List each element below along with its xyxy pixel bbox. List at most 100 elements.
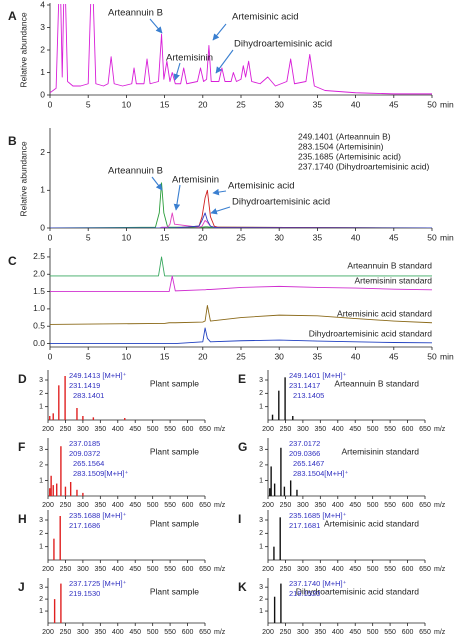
x-tick-label: 10 [122, 351, 132, 361]
x-tick-label: 550 [384, 629, 396, 636]
annotation: Artemisinic acid [232, 12, 299, 23]
panel: K 1 2 3 200 250 300 350 400 450 500 550 600 650 m/z Dih… [238, 578, 446, 636]
x-tick-label: 250 [60, 629, 72, 636]
y-tick-label: 2 [39, 462, 43, 469]
sample-title: Artemisinic acid standard [324, 518, 419, 528]
peak-annotation: 231.1417 [289, 381, 320, 390]
trace [50, 4, 432, 95]
panel-label: E [238, 372, 246, 386]
annotation-arrow [149, 18, 163, 34]
x-tick-label: 300 [297, 502, 309, 509]
x-tick-label: 550 [164, 426, 176, 433]
sample-title: Plant sample [150, 446, 199, 456]
x-tick-label: 350 [94, 566, 106, 573]
peak-annotation: 209.0366 [289, 449, 320, 458]
x-tick-label: 650 [419, 566, 431, 573]
x-tick-label: 40 [351, 99, 361, 109]
x-tick-label: 600 [182, 629, 194, 636]
peak-annotation: 231.1419 [69, 381, 100, 390]
x-tick-label: 200 [42, 426, 54, 433]
x-tick-label: 550 [384, 502, 396, 509]
annotation: Dihydroartemisinic acid [232, 197, 330, 208]
y-tick-label: 1.0 [33, 303, 45, 313]
legend-entry: 249.1401 (Arteannuin B) [298, 131, 391, 141]
peak-annotation: 213.1405 [293, 391, 324, 400]
x-tick-label: 550 [164, 629, 176, 636]
annotation-arrow [212, 23, 227, 41]
x-tick-label: 30 [274, 232, 284, 242]
x-tick-label: 30 [274, 99, 284, 109]
x-tick-label: 250 [280, 426, 292, 433]
x-tick-label: 250 [280, 502, 292, 509]
x-tick-label: 400 [112, 629, 124, 636]
y-tick-label: 3 [39, 517, 43, 524]
x-axis-label: m/z [214, 426, 226, 433]
y-tick-label: 2 [39, 530, 43, 537]
annotation: Dihydroartemisinic acid [234, 39, 332, 50]
peak-annotation: 219.1520 [289, 589, 320, 598]
x-axis-label: m/z [434, 426, 446, 433]
panel-label: G [238, 440, 247, 454]
y-tick-label: 1 [40, 67, 45, 77]
y-tick-label: 3 [39, 584, 43, 591]
x-tick-label: 200 [262, 502, 274, 509]
x-tick-label: 550 [384, 426, 396, 433]
peak-annotation: 219.1530 [69, 589, 100, 598]
peak-annotation: 237.1740 [M+H]⁺ [289, 579, 347, 588]
y-tick-label: 2 [39, 596, 43, 603]
y-tick-label: 1 [39, 404, 43, 411]
panel-label: F [18, 440, 25, 454]
y-tick-label: 3 [40, 22, 45, 32]
x-axis-label: min [440, 351, 454, 361]
annotation-arrow [210, 206, 231, 215]
panel: F 1 2 3 200 250 300 350 400 450 500 550 600 650 m/z Pla… [18, 438, 226, 509]
peak-annotation: 237.1725 [M+H]⁺ [69, 579, 127, 588]
y-axis-label: Relative abundance [18, 141, 28, 216]
y-tick-label: 2 [259, 462, 263, 469]
panel-label: K [238, 580, 247, 594]
x-tick-label: 650 [419, 502, 431, 509]
x-tick-label: 5 [86, 232, 91, 242]
x-tick-label: 600 [402, 629, 414, 636]
x-tick-label: 400 [332, 426, 344, 433]
trace [50, 212, 432, 228]
trace-label: Artemisinin standard [355, 275, 433, 285]
annotation-arrow [173, 184, 181, 211]
trace [50, 212, 432, 228]
peak-annotation: 237.0185 [69, 439, 100, 448]
x-tick-label: 300 [77, 502, 89, 509]
panel: G 1 2 3 200 250 300 350 400 450 500 550 600 650 m/z Art… [238, 438, 446, 509]
x-tick-label: 250 [280, 566, 292, 573]
x-tick-label: 500 [367, 629, 379, 636]
legend-entry: 235.1685 (Artemisinic acid) [298, 151, 401, 161]
x-tick-label: 25 [236, 351, 246, 361]
x-tick-label: 40 [351, 351, 361, 361]
y-tick-label: 3 [259, 584, 263, 591]
panel: D 1 2 3 200 250 300 350 400 450 500 550 600 650 m/z Pla… [18, 370, 226, 433]
x-tick-label: 15 [160, 99, 170, 109]
annotation: Artemisinin [172, 175, 219, 186]
x-tick-label: 350 [314, 629, 326, 636]
panel-label: B [8, 134, 17, 148]
panel-label: I [238, 512, 241, 526]
x-tick-label: 350 [94, 426, 106, 433]
y-tick-label: 2 [40, 147, 45, 157]
peak-annotation: 249.1413 [M+H]⁺ [69, 371, 127, 380]
x-tick-label: 400 [332, 629, 344, 636]
peak-annotation: 209.0372 [69, 449, 100, 458]
x-tick-label: 650 [199, 426, 211, 433]
y-tick-label: 2 [40, 44, 45, 54]
x-axis-label: m/z [214, 502, 226, 509]
peak-annotation: 265.1467 [293, 459, 324, 468]
sample-title: Plant sample [150, 378, 199, 388]
y-tick-label: 2 [259, 390, 263, 397]
trace-label: Artemisinic acid standard [337, 308, 432, 318]
x-tick-label: 450 [129, 502, 141, 509]
peak-annotation: 235.1688 [M+H]⁺ [69, 511, 127, 520]
trace [50, 275, 432, 293]
x-tick-label: 200 [42, 502, 54, 509]
x-tick-label: 5 [86, 351, 91, 361]
x-tick-label: 200 [262, 629, 274, 636]
